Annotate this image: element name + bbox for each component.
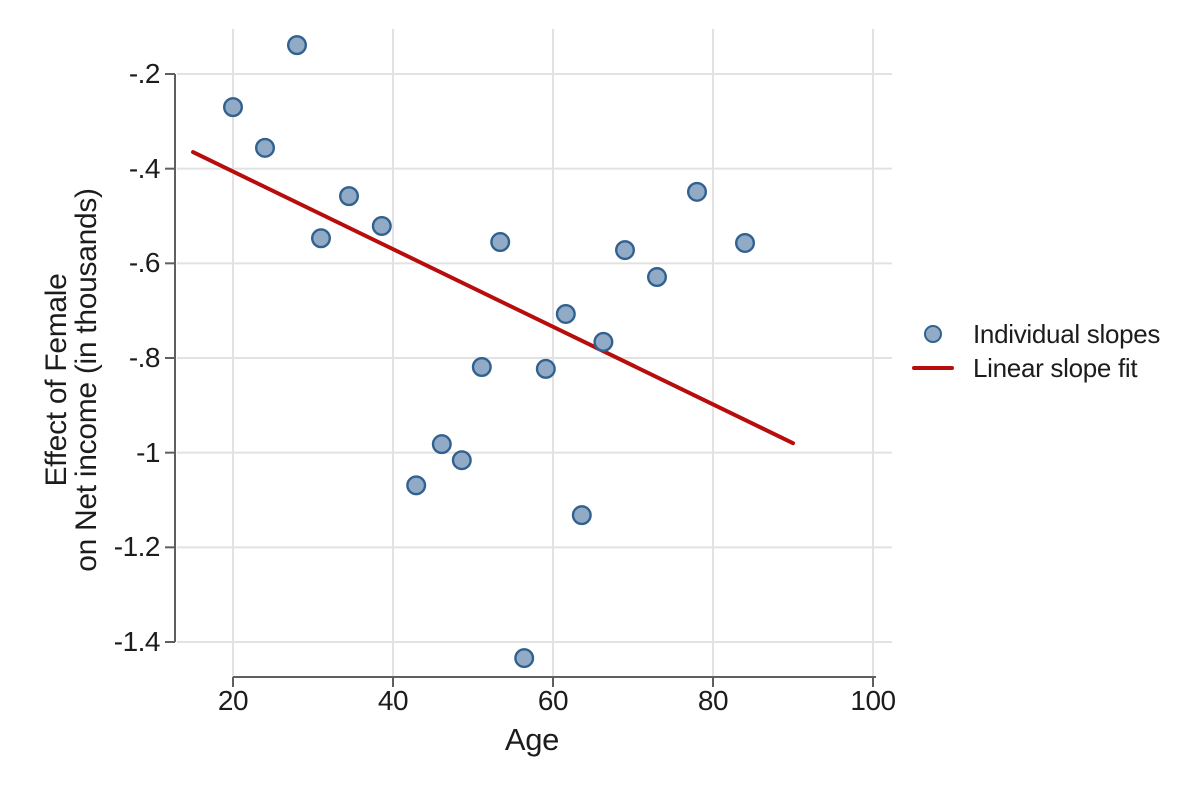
y-tick-label: -.2 bbox=[128, 58, 161, 89]
data-point bbox=[571, 505, 592, 526]
data-point bbox=[490, 232, 511, 253]
legend-label: Individual slopes bbox=[973, 318, 1161, 349]
y-tick-label: -.8 bbox=[128, 342, 161, 373]
data-point bbox=[615, 240, 636, 261]
data-point bbox=[339, 186, 360, 207]
data-point bbox=[593, 331, 614, 352]
legend: Individual slopes Linear slope fit bbox=[905, 317, 1160, 385]
x-tick-label: 100 bbox=[850, 685, 896, 716]
y-tick-label: -.4 bbox=[128, 152, 161, 184]
data-point bbox=[255, 137, 276, 158]
y-tick-label: -1.2 bbox=[113, 531, 161, 563]
x-tick-label: 80 bbox=[697, 685, 729, 716]
data-point bbox=[287, 35, 308, 56]
legend-item-individual-slopes: Individual slopes bbox=[905, 317, 1160, 351]
data-point bbox=[371, 215, 392, 236]
data-point bbox=[535, 358, 556, 379]
x-axis-title: Age bbox=[504, 722, 560, 757]
legend-swatch-cell bbox=[905, 325, 961, 343]
data-point bbox=[647, 267, 668, 288]
fit-line-swatch-icon bbox=[912, 366, 954, 370]
legend-label: Linear slope fit bbox=[973, 352, 1138, 383]
legend-swatch-cell bbox=[905, 366, 961, 370]
fit-line bbox=[191, 150, 795, 446]
legend-item-linear-slope-fit: Linear slope fit bbox=[905, 351, 1160, 385]
data-point bbox=[471, 356, 492, 377]
data-point bbox=[222, 97, 243, 118]
data-point bbox=[406, 475, 427, 496]
x-tick-label: 40 bbox=[377, 685, 409, 716]
y-tick-label: -.6 bbox=[128, 247, 161, 279]
data-point bbox=[311, 228, 332, 249]
data-point bbox=[735, 232, 756, 253]
data-point bbox=[514, 648, 535, 669]
data-point bbox=[555, 303, 576, 324]
x-tick-label: 60 bbox=[537, 685, 569, 716]
y-tick-label: -1 bbox=[136, 436, 160, 468]
scatter-marker-swatch-icon bbox=[924, 325, 942, 343]
y-tick-label: -1.4 bbox=[113, 626, 161, 657]
data-point bbox=[431, 434, 452, 455]
data-point bbox=[451, 450, 472, 471]
data-point bbox=[687, 181, 708, 202]
x-tick-label: 20 bbox=[217, 685, 249, 716]
